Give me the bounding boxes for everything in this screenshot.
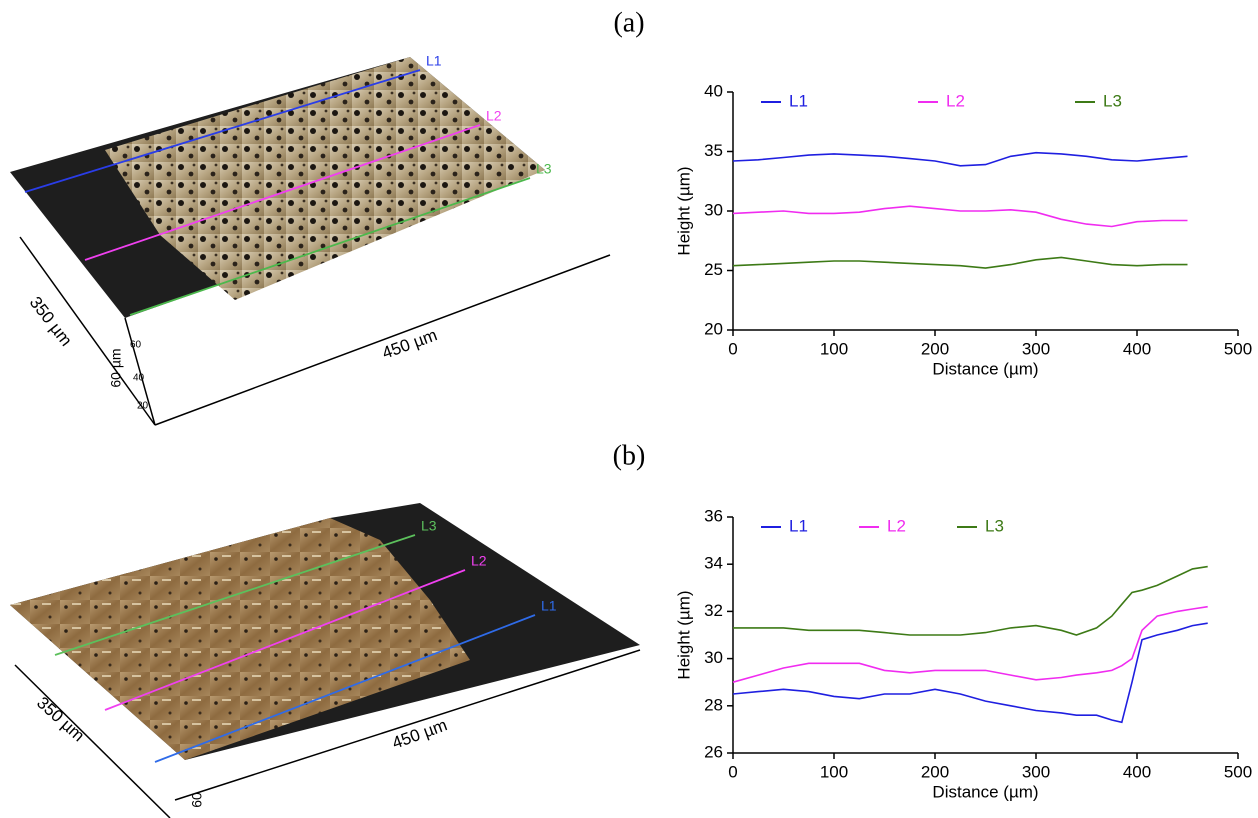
y-tick-label: 40 bbox=[704, 81, 723, 100]
line-series bbox=[733, 565, 1208, 636]
x-tick-label: 300 bbox=[1022, 339, 1050, 358]
height-tick: 60 bbox=[130, 340, 142, 351]
profile-label: L2 bbox=[471, 553, 487, 569]
height-label: 60 bbox=[189, 792, 205, 808]
y-tick-label: 32 bbox=[704, 601, 723, 620]
y-tick-label: 26 bbox=[704, 742, 723, 761]
panel-label: (b) bbox=[613, 440, 646, 471]
profile-label: L3 bbox=[421, 518, 437, 534]
x-tick-label: 400 bbox=[1123, 762, 1151, 781]
line-series bbox=[732, 256, 1188, 269]
legend-label: L2 bbox=[887, 516, 906, 535]
x-tick-label: 300 bbox=[1022, 762, 1050, 781]
x-tick-label: 0 bbox=[728, 339, 737, 358]
legend-label: L1 bbox=[789, 516, 808, 535]
profile-line bbox=[24, 69, 421, 193]
profile-label: L1 bbox=[426, 53, 442, 69]
profile-label: L1 bbox=[541, 598, 557, 614]
height-label: 60 µm bbox=[108, 348, 124, 387]
x-tick-label: 400 bbox=[1123, 339, 1151, 358]
y-tick-label: 36 bbox=[704, 506, 723, 525]
profile-label: L2 bbox=[486, 108, 502, 124]
legend-label: L1 bbox=[789, 91, 808, 110]
length-label: 450 µm bbox=[380, 325, 440, 362]
y-axis-label: Height (µm) bbox=[674, 590, 693, 679]
y-tick-label: 35 bbox=[704, 141, 723, 160]
height-tick: 20 bbox=[137, 401, 149, 412]
profile-line bbox=[54, 534, 416, 656]
line-series bbox=[732, 205, 1188, 228]
x-tick-label: 0 bbox=[728, 762, 737, 781]
width-label: 350 µm bbox=[26, 293, 76, 350]
height-tick: 40 bbox=[133, 373, 145, 384]
x-tick-label: 200 bbox=[921, 762, 949, 781]
width-label: 350 µm bbox=[33, 693, 88, 745]
line-series bbox=[732, 622, 1208, 724]
x-axis-label: Distance (µm) bbox=[932, 359, 1038, 378]
x-tick-label: 500 bbox=[1224, 762, 1252, 781]
profile-line bbox=[154, 614, 536, 763]
y-tick-label: 20 bbox=[704, 319, 723, 338]
y-tick-label: 34 bbox=[704, 554, 723, 573]
profile-label: L3 bbox=[536, 161, 552, 177]
x-axis-label: Distance (µm) bbox=[932, 782, 1038, 801]
y-tick-label: 30 bbox=[704, 200, 723, 219]
x-tick-label: 100 bbox=[820, 762, 848, 781]
surface-image-b bbox=[10, 503, 641, 818]
legend-label: L2 bbox=[946, 91, 965, 110]
legend-label: L3 bbox=[1103, 91, 1122, 110]
legend-label: L3 bbox=[985, 516, 1004, 535]
profile-line bbox=[104, 569, 466, 711]
profile-line bbox=[129, 177, 531, 316]
x-tick-label: 100 bbox=[820, 339, 848, 358]
profile-line bbox=[84, 124, 481, 261]
surface-image-a bbox=[10, 57, 611, 426]
y-tick-label: 30 bbox=[704, 648, 723, 667]
y-tick-label: 25 bbox=[704, 260, 723, 279]
y-axis-label: Height (µm) bbox=[674, 166, 693, 255]
x-tick-label: 200 bbox=[921, 339, 949, 358]
y-tick-label: 28 bbox=[704, 695, 723, 714]
line-series bbox=[732, 151, 1188, 167]
line-series bbox=[732, 605, 1208, 683]
panel-label: (a) bbox=[613, 7, 644, 38]
x-tick-label: 500 bbox=[1224, 339, 1252, 358]
